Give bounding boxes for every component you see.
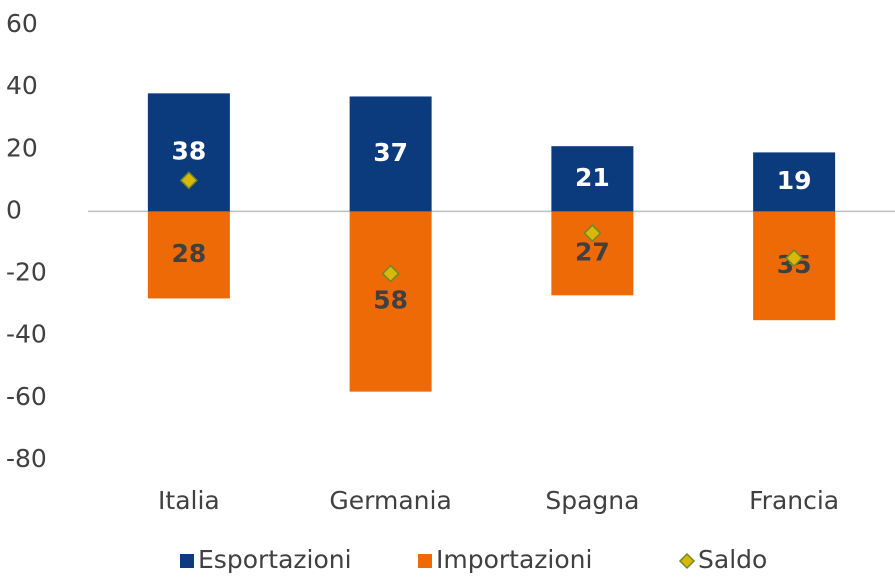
marker: [179, 171, 198, 190]
legend-label: Esportazioni: [198, 545, 352, 574]
bar: [349, 96, 432, 212]
data-label: 28: [171, 239, 206, 268]
y-tick-label: -40: [6, 320, 47, 349]
bar: [147, 211, 230, 299]
bar: [551, 146, 634, 212]
bar: [753, 152, 836, 212]
x-tick-label: Italia: [158, 486, 220, 515]
legend-label: Saldo: [698, 545, 767, 574]
x-tick-label: Spagna: [545, 486, 639, 515]
y-tick-label: 0: [6, 195, 22, 224]
bar: [349, 211, 432, 392]
y-tick-label: -60: [6, 382, 47, 411]
bar: [147, 93, 230, 212]
legend-label: Importazioni: [436, 545, 592, 574]
data-label: 19: [777, 166, 812, 195]
data-label: 38: [171, 136, 206, 165]
legend-marker: [678, 552, 696, 570]
y-tick-label: 60: [6, 9, 38, 38]
x-tick-label: Francia: [749, 486, 839, 515]
marker: [785, 248, 804, 268]
y-tick-label: 20: [6, 133, 38, 162]
legend-swatch: [418, 554, 432, 568]
y-tick-label: 40: [6, 71, 38, 100]
marker: [583, 224, 602, 243]
y-tick-label: -20: [6, 258, 47, 287]
data-label: 58: [373, 286, 408, 315]
data-label: 21: [575, 163, 610, 192]
legend-swatch: [180, 554, 194, 568]
y-tick-label: -80: [6, 444, 47, 473]
data-label: 37: [373, 138, 408, 167]
x-tick-label: Germania: [329, 486, 451, 515]
marker: [381, 264, 400, 283]
